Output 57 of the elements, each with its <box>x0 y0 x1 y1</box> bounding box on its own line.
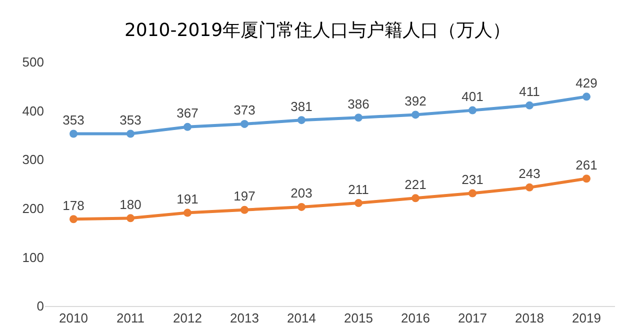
data-label: 221 <box>404 176 426 192</box>
data-label: 392 <box>404 93 426 108</box>
x-tick-label: 2011 <box>116 310 144 326</box>
y-tick-label: 100 <box>22 250 44 265</box>
point <box>70 215 78 224</box>
y-tick-label: 500 <box>22 54 44 70</box>
data-label: 353 <box>62 112 84 128</box>
x-tick-label: 2013 <box>230 310 259 326</box>
data-label: 386 <box>348 96 370 112</box>
point <box>70 130 78 138</box>
point <box>184 122 192 131</box>
y-tick-label: 400 <box>22 103 44 118</box>
chart-title: 2010-2019年厦门常住人口与户籍人口（万人） <box>124 20 511 42</box>
data-label: 373 <box>234 102 256 118</box>
data-label: 211 <box>348 182 369 197</box>
data-label: 381 <box>290 98 312 114</box>
x-tick-label: 2010 <box>59 310 88 326</box>
x-tick-label: 2019 <box>572 310 601 326</box>
point <box>354 114 362 122</box>
point <box>526 101 534 110</box>
x-tick-label: 2015 <box>344 310 373 326</box>
data-label: 367 <box>176 106 198 121</box>
point <box>412 110 420 119</box>
point <box>468 189 476 198</box>
point <box>184 208 192 217</box>
data-label: 411 <box>519 84 540 100</box>
point <box>298 116 306 124</box>
data-label: 243 <box>518 166 540 182</box>
point <box>412 194 420 202</box>
data-label: 178 <box>62 198 84 213</box>
x-tick-label: 2018 <box>515 310 544 326</box>
x-tick-label: 2016 <box>401 310 430 326</box>
point <box>240 120 248 128</box>
point <box>582 92 590 101</box>
y-tick-label: 200 <box>22 200 44 216</box>
x-tick-label: 2012 <box>173 310 202 326</box>
data-label: 353 <box>120 112 142 128</box>
data-label: 401 <box>462 89 484 104</box>
point <box>582 174 590 183</box>
point <box>298 202 306 211</box>
data-label: 231 <box>462 172 484 188</box>
data-label: 191 <box>176 192 198 207</box>
point <box>354 199 362 208</box>
data-label: 197 <box>234 188 256 204</box>
data-label: 203 <box>290 186 312 201</box>
data-label: 180 <box>120 196 142 212</box>
point <box>126 130 134 138</box>
y-tick-label: 300 <box>22 152 44 168</box>
point <box>468 106 476 114</box>
data-label: 429 <box>576 75 598 90</box>
y-tick-label: 0 <box>36 298 44 314</box>
data-label: 261 <box>576 157 598 172</box>
x-tick-label: 2014 <box>287 310 316 326</box>
point <box>240 206 248 214</box>
x-tick-label: 2017 <box>458 310 487 326</box>
point <box>126 214 134 222</box>
point <box>526 183 534 192</box>
